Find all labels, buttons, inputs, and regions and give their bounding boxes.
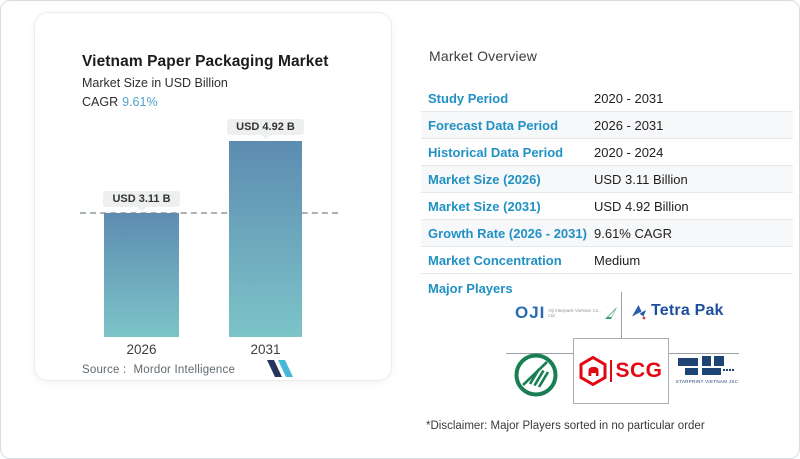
starprint-mark-icon — [678, 356, 734, 375]
overview-table: Study Period 2020 - 2031 Forecast Data Pe… — [421, 85, 793, 274]
players-vertical-divider — [621, 292, 622, 338]
starprint-logo: STARPRINT VIETNAM JSC — [675, 356, 739, 384]
table-row: Study Period 2020 - 2031 — [421, 85, 793, 112]
x-axis-label-2026: 2026 — [126, 342, 157, 357]
row-value: 2026 - 2031 — [594, 117, 664, 133]
scg-logo-box: SCG — [573, 338, 669, 404]
mordor-intelligence-logo-icon — [267, 360, 293, 382]
row-label: Forecast Data Period — [428, 117, 559, 133]
tetra-pak-logo: Tetra Pak — [631, 302, 724, 320]
scg-divider-bar — [610, 360, 613, 382]
oji-arrow-icon — [605, 307, 618, 319]
oji-wordmark: OJI — [515, 303, 546, 322]
disclaimer-text: *Disclaimer: Major Players sorted in no … — [426, 420, 705, 432]
scg-hexagon-elephant-icon — [579, 356, 607, 386]
tetra-pak-mark-icon — [632, 304, 646, 319]
scg-wordmark: SCG — [615, 359, 663, 382]
bar-value-badge-2031: USD 4.92 B — [227, 119, 304, 135]
row-value: Medium — [594, 252, 641, 268]
starprint-caption: STARPRINT VIETNAM JSC — [675, 379, 739, 384]
bar-2026: USD 3.11 B — [103, 191, 180, 337]
badge-notch — [260, 135, 271, 139]
source-label: Source : — [82, 364, 127, 376]
table-row: Market Size (2026) USD 3.11 Billion — [421, 166, 793, 193]
row-value: 2020 - 2024 — [594, 144, 664, 160]
overview-heading: Market Overview — [429, 48, 538, 64]
row-value: USD 3.11 Billion — [594, 171, 688, 187]
oji-logo: OJI Oji Interpack Vietnam Co., Ltd — [515, 303, 618, 323]
dashed-reference-line — [80, 212, 338, 214]
chart-title: Vietnam Paper Packaging Market — [82, 53, 329, 70]
players-horizontal-divider-left — [506, 353, 573, 354]
bar-rect-2026 — [104, 213, 179, 337]
table-row: Growth Rate (2026 - 2031) 9.61% CAGR — [421, 220, 793, 247]
green-circle-paper-logo-icon — [513, 352, 559, 403]
oji-subtext: Oji Interpack Vietnam Co., Ltd — [548, 307, 601, 318]
x-axis-label-2031: 2031 — [250, 342, 281, 357]
badge-notch — [136, 207, 147, 211]
row-label: Growth Rate (2026 - 2031) — [428, 225, 587, 241]
cagr-line: CAGR 9.61% — [82, 95, 158, 109]
cagr-label: CAGR — [82, 95, 119, 109]
row-value: 2020 - 2031 — [594, 90, 664, 106]
row-label: Historical Data Period — [428, 144, 564, 160]
bar-rect-2031 — [229, 141, 302, 337]
row-value: 9.61% CAGR — [594, 225, 673, 241]
row-label: Market Concentration — [428, 252, 562, 268]
table-row: Market Concentration Medium — [421, 247, 793, 274]
players-horizontal-divider-right — [669, 353, 739, 354]
major-players-label: Major Players — [428, 281, 513, 296]
tetra-pak-wordmark: Tetra Pak — [651, 302, 724, 319]
table-row: Historical Data Period 2020 - 2024 — [421, 139, 793, 166]
table-row: Market Size (2031) USD 4.92 Billion — [421, 193, 793, 220]
row-label: Study Period — [428, 90, 509, 106]
chart-card: Vietnam Paper Packaging Market Market Si… — [34, 12, 392, 381]
source-name: Mordor Intelligence — [133, 364, 236, 376]
row-value: USD 4.92 Billion — [594, 198, 689, 214]
row-label: Market Size (2026) — [428, 171, 541, 187]
cagr-value: 9.61% — [122, 95, 158, 109]
source-row: Source : Mordor Intelligence — [82, 364, 235, 376]
table-row: Forecast Data Period 2026 - 2031 — [421, 112, 793, 139]
bar-2031: USD 4.92 B — [227, 119, 304, 337]
scg-logo: SCG — [579, 356, 662, 386]
bar-value-badge-2026: USD 3.11 B — [103, 191, 180, 207]
chart-subtitle: Market Size in USD Billion — [82, 76, 228, 90]
row-label: Market Size (2031) — [428, 198, 541, 214]
